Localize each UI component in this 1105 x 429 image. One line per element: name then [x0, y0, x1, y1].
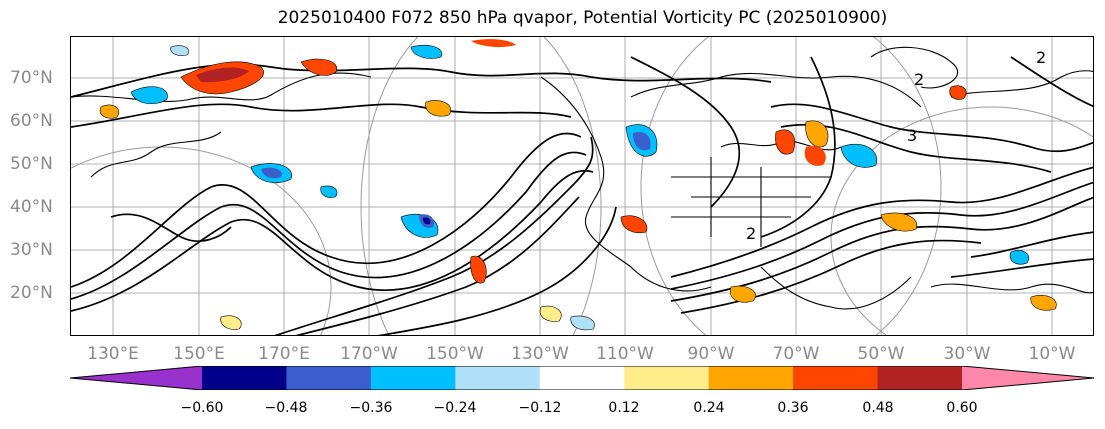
colorbar-tick: 0.48	[862, 400, 894, 416]
lon-label: 30°W	[943, 344, 991, 364]
colorbar-cell	[793, 366, 879, 390]
colorbar-cell	[877, 366, 963, 390]
colorbar-cell	[286, 366, 372, 390]
colorbar-tick: −0.12	[518, 400, 562, 416]
colorbar-tick: −0.48	[264, 400, 308, 416]
colorbar-extend-high	[962, 366, 1094, 390]
lon-label: 110°W	[596, 344, 654, 364]
colorbar	[70, 366, 1094, 390]
colorbar-cell	[370, 366, 456, 390]
lat-label-60n: 60°N	[10, 111, 53, 131]
lon-label: 150°E	[173, 344, 225, 364]
colorbar-cell	[202, 366, 287, 390]
positive-anomaly-patches	[99, 39, 1057, 330]
colorbar-tick: 0.24	[693, 400, 725, 416]
colorbar-tick: 0.12	[608, 400, 640, 416]
chart-title: 2025010400 F072 850 hPa qvapor, Potentia…	[277, 8, 888, 28]
lon-label: 90°W	[687, 344, 735, 364]
colorbar-cells	[70, 366, 1094, 390]
colorbar-cell	[708, 366, 794, 390]
contour-label: 2	[746, 224, 756, 243]
negative-anomaly-patches	[130, 45, 1030, 331]
colorbar-cell	[455, 366, 541, 390]
lon-label: 150°W	[426, 344, 484, 364]
lon-label: 130°E	[87, 344, 139, 364]
colorbar-tick: −0.36	[349, 400, 393, 416]
lon-label: 170°W	[340, 344, 398, 364]
colorbar-tick: 0.60	[946, 400, 978, 416]
lat-label-50n: 50°N	[10, 154, 53, 174]
contour-label: 2	[1036, 48, 1046, 67]
graticule	[71, 37, 1093, 335]
pv-contours	[71, 56, 1093, 335]
colorbar-tick: 0.36	[777, 400, 809, 416]
lon-label: 10°W	[1028, 344, 1076, 364]
map-panel: 2 3 2 2	[70, 36, 1094, 336]
contour-label: 2	[914, 70, 924, 89]
lon-label: 70°W	[772, 344, 820, 364]
lat-label-40n: 40°N	[10, 197, 53, 217]
colorbar-cell	[539, 366, 625, 390]
colorbar-tick: −0.60	[180, 400, 224, 416]
lon-label: 50°W	[857, 344, 905, 364]
contour-labels: 2 3 2 2	[746, 48, 1046, 243]
colorbar-tick: −0.24	[433, 400, 477, 416]
map-svg: 2 3 2 2	[71, 37, 1093, 335]
lat-label-20n: 20°N	[10, 283, 53, 303]
contour-label: 3	[907, 126, 917, 145]
coastlines	[71, 46, 1093, 310]
lon-label: 170°E	[258, 344, 310, 364]
lat-label-30n: 30°N	[10, 240, 53, 260]
colorbar-extend-low	[70, 366, 202, 390]
colorbar-cell	[624, 366, 710, 390]
lat-label-70n: 70°N	[10, 68, 53, 88]
lon-label: 130°W	[511, 344, 569, 364]
